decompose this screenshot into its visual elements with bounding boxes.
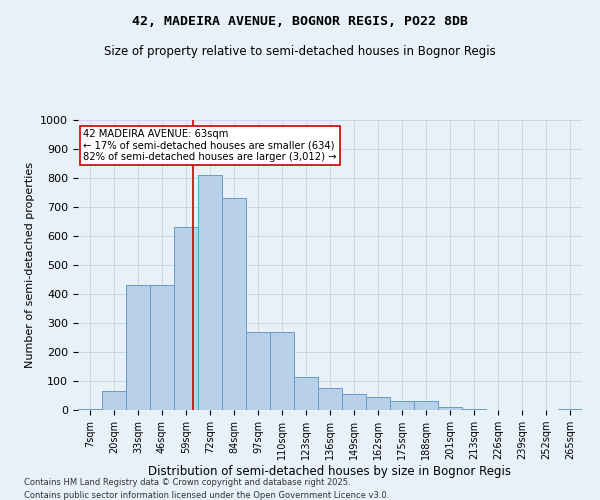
Bar — [342, 394, 366, 410]
Bar — [294, 376, 318, 410]
Text: 42 MADEIRA AVENUE: 63sqm
← 17% of semi-detached houses are smaller (634)
82% of : 42 MADEIRA AVENUE: 63sqm ← 17% of semi-d… — [83, 128, 337, 162]
Text: Contains public sector information licensed under the Open Government Licence v3: Contains public sector information licen… — [24, 490, 389, 500]
Bar — [222, 198, 246, 410]
Text: Contains HM Land Registry data © Crown copyright and database right 2025.: Contains HM Land Registry data © Crown c… — [24, 478, 350, 487]
Bar — [270, 332, 294, 410]
Bar — [174, 228, 198, 410]
Text: 42, MADEIRA AVENUE, BOGNOR REGIS, PO22 8DB: 42, MADEIRA AVENUE, BOGNOR REGIS, PO22 8… — [132, 15, 468, 28]
Bar — [150, 286, 174, 410]
Bar — [318, 388, 342, 410]
Bar — [126, 286, 150, 410]
Bar — [390, 402, 414, 410]
Bar — [198, 175, 222, 410]
X-axis label: Distribution of semi-detached houses by size in Bognor Regis: Distribution of semi-detached houses by … — [149, 465, 511, 478]
Y-axis label: Number of semi-detached properties: Number of semi-detached properties — [25, 162, 35, 368]
Bar — [414, 402, 438, 410]
Bar — [246, 332, 270, 410]
Bar — [102, 391, 126, 410]
Bar — [438, 407, 462, 410]
Text: Size of property relative to semi-detached houses in Bognor Regis: Size of property relative to semi-detach… — [104, 45, 496, 58]
Bar — [366, 397, 390, 410]
